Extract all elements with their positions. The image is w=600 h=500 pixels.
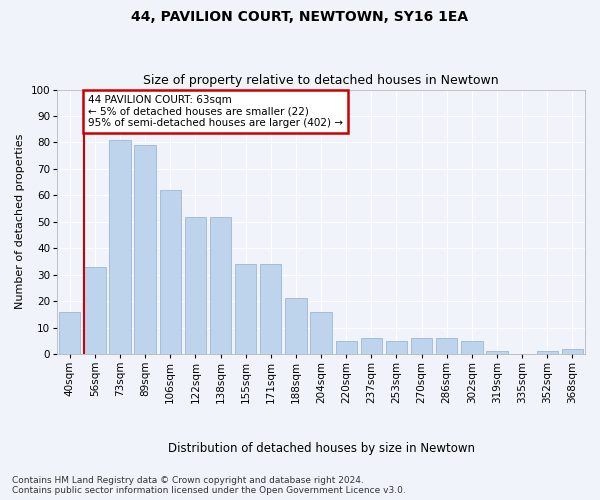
Bar bbox=[536, 352, 558, 354]
Bar bbox=[487, 352, 508, 354]
Bar bbox=[210, 216, 231, 354]
Bar bbox=[109, 140, 131, 354]
X-axis label: Distribution of detached houses by size in Newtown: Distribution of detached houses by size … bbox=[167, 442, 475, 455]
Text: 44, PAVILION COURT, NEWTOWN, SY16 1EA: 44, PAVILION COURT, NEWTOWN, SY16 1EA bbox=[131, 10, 469, 24]
Bar bbox=[335, 341, 357, 354]
Bar bbox=[59, 312, 80, 354]
Text: Contains HM Land Registry data © Crown copyright and database right 2024.
Contai: Contains HM Land Registry data © Crown c… bbox=[12, 476, 406, 495]
Bar bbox=[185, 216, 206, 354]
Bar bbox=[562, 349, 583, 354]
Bar bbox=[285, 298, 307, 354]
Bar bbox=[386, 341, 407, 354]
Bar bbox=[361, 338, 382, 354]
Bar bbox=[310, 312, 332, 354]
Bar bbox=[260, 264, 281, 354]
Bar bbox=[461, 341, 482, 354]
Bar bbox=[235, 264, 256, 354]
Bar bbox=[436, 338, 457, 354]
Text: 44 PAVILION COURT: 63sqm
← 5% of detached houses are smaller (22)
95% of semi-de: 44 PAVILION COURT: 63sqm ← 5% of detache… bbox=[88, 95, 343, 128]
Bar bbox=[411, 338, 432, 354]
Bar bbox=[84, 267, 106, 354]
Y-axis label: Number of detached properties: Number of detached properties bbox=[15, 134, 25, 310]
Title: Size of property relative to detached houses in Newtown: Size of property relative to detached ho… bbox=[143, 74, 499, 87]
Bar bbox=[160, 190, 181, 354]
Bar bbox=[134, 145, 156, 354]
